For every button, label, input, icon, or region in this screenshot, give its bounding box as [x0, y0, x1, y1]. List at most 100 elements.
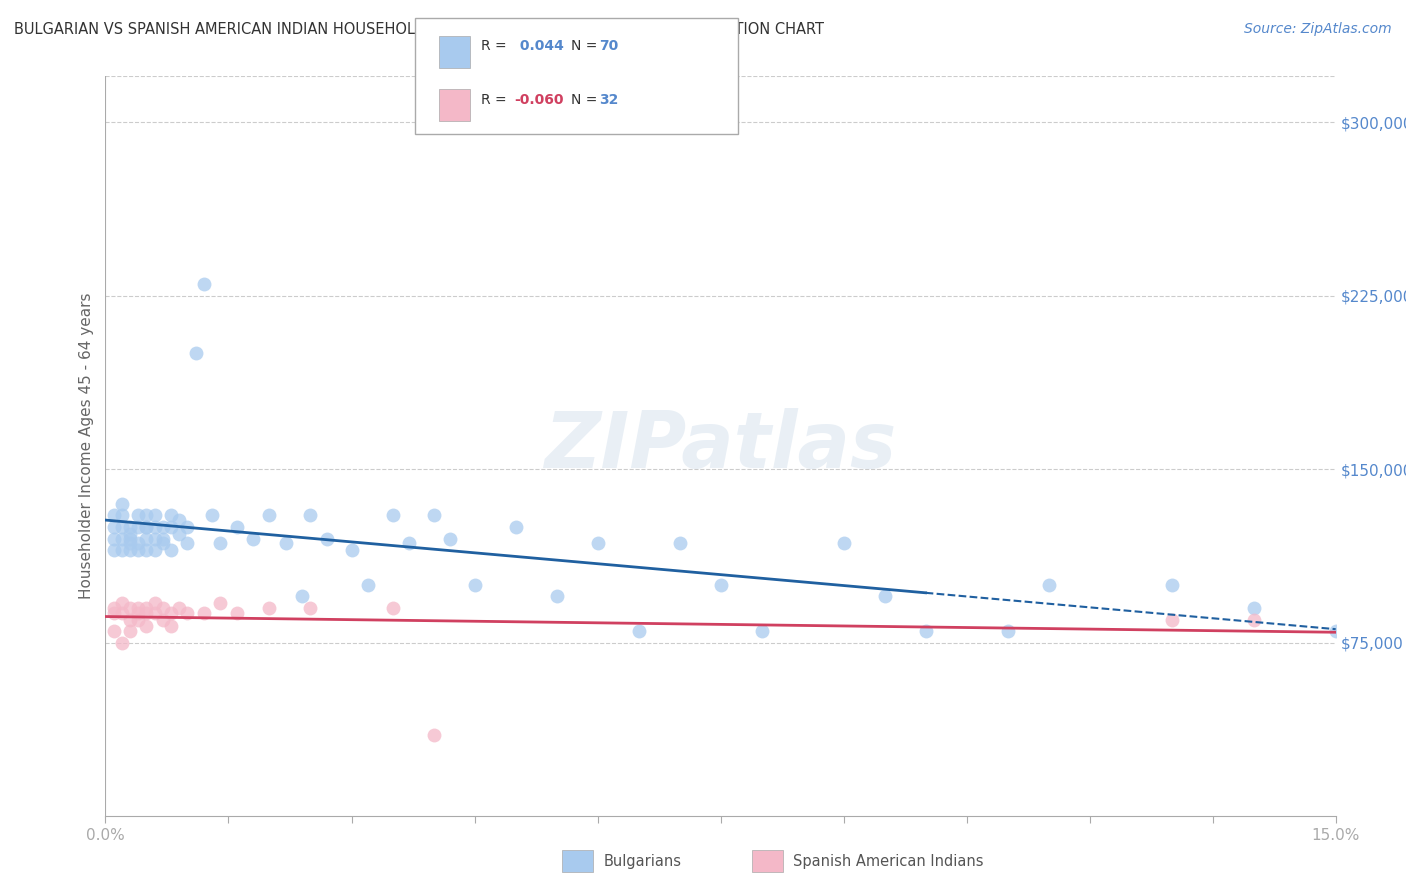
Point	[111, 520, 134, 534]
Point	[135, 508, 157, 523]
Point	[627, 624, 650, 639]
Point	[127, 508, 149, 523]
Point	[143, 596, 166, 610]
Point	[193, 606, 215, 620]
Point	[160, 619, 183, 633]
Point	[135, 601, 157, 615]
Point	[152, 532, 174, 546]
Point	[193, 277, 215, 291]
Point	[127, 536, 149, 550]
Point	[120, 532, 141, 546]
Point	[127, 543, 149, 558]
Text: BULGARIAN VS SPANISH AMERICAN INDIAN HOUSEHOLDER INCOME AGES 45 - 64 YEARS CORRE: BULGARIAN VS SPANISH AMERICAN INDIAN HOU…	[14, 22, 824, 37]
Point	[259, 508, 281, 523]
Point	[127, 613, 149, 627]
Point	[169, 513, 191, 527]
Point	[111, 635, 134, 649]
Point	[464, 578, 486, 592]
Point	[357, 578, 380, 592]
Point	[127, 601, 149, 615]
Point	[135, 520, 157, 534]
Point	[103, 543, 125, 558]
Point	[398, 536, 420, 550]
Point	[111, 543, 134, 558]
Point	[143, 532, 166, 546]
Point	[111, 508, 134, 523]
Point	[1160, 578, 1182, 592]
Point	[103, 624, 125, 639]
Text: ZIPatlas: ZIPatlas	[544, 408, 897, 484]
Point	[340, 543, 363, 558]
Point	[169, 601, 191, 615]
Point	[176, 536, 198, 550]
Point	[103, 532, 125, 546]
Point	[299, 601, 322, 615]
Point	[316, 532, 339, 546]
Point	[710, 578, 733, 592]
Point	[120, 613, 141, 627]
Point	[152, 601, 174, 615]
Point	[914, 624, 936, 639]
Point	[152, 536, 174, 550]
Point	[152, 613, 174, 627]
Point	[160, 508, 183, 523]
Point	[201, 508, 224, 523]
Point	[169, 527, 191, 541]
Point	[422, 508, 444, 523]
Point	[120, 527, 141, 541]
Point	[176, 520, 198, 534]
Point	[120, 601, 141, 615]
Point	[422, 728, 444, 742]
Point	[546, 590, 568, 604]
Point	[997, 624, 1019, 639]
Point	[103, 520, 125, 534]
Point	[120, 520, 141, 534]
Point	[873, 590, 896, 604]
Point	[668, 536, 690, 550]
Text: -0.060: -0.060	[515, 93, 564, 107]
Point	[143, 508, 166, 523]
Point	[586, 536, 609, 550]
Point	[103, 606, 125, 620]
Point	[111, 497, 134, 511]
Point	[1324, 624, 1347, 639]
Point	[135, 543, 157, 558]
Point	[103, 508, 125, 523]
Point	[274, 536, 297, 550]
Text: Source: ZipAtlas.com: Source: ZipAtlas.com	[1244, 22, 1392, 37]
Point	[291, 590, 314, 604]
Text: 32: 32	[599, 93, 619, 107]
Point	[120, 536, 141, 550]
Point	[127, 606, 149, 620]
Point	[160, 606, 183, 620]
Point	[135, 606, 157, 620]
Point	[160, 543, 183, 558]
Text: N =: N =	[571, 39, 598, 54]
Point	[160, 520, 183, 534]
Point	[299, 508, 322, 523]
Point	[152, 520, 174, 534]
Point	[225, 606, 247, 620]
Text: Bulgarians: Bulgarians	[603, 854, 681, 869]
Point	[225, 520, 247, 534]
Point	[381, 601, 404, 615]
Point	[505, 520, 527, 534]
Point	[209, 536, 232, 550]
Point	[381, 508, 404, 523]
Point	[135, 619, 157, 633]
Point	[111, 596, 134, 610]
Point	[103, 601, 125, 615]
Point	[120, 543, 141, 558]
Point	[135, 532, 157, 546]
Point	[242, 532, 264, 546]
Point	[143, 606, 166, 620]
Point	[1243, 613, 1265, 627]
Point	[184, 346, 207, 360]
Point	[111, 606, 134, 620]
Point	[135, 520, 157, 534]
Point	[259, 601, 281, 615]
Text: 0.044: 0.044	[515, 39, 564, 54]
Point	[143, 543, 166, 558]
Point	[751, 624, 773, 639]
Point	[1160, 613, 1182, 627]
